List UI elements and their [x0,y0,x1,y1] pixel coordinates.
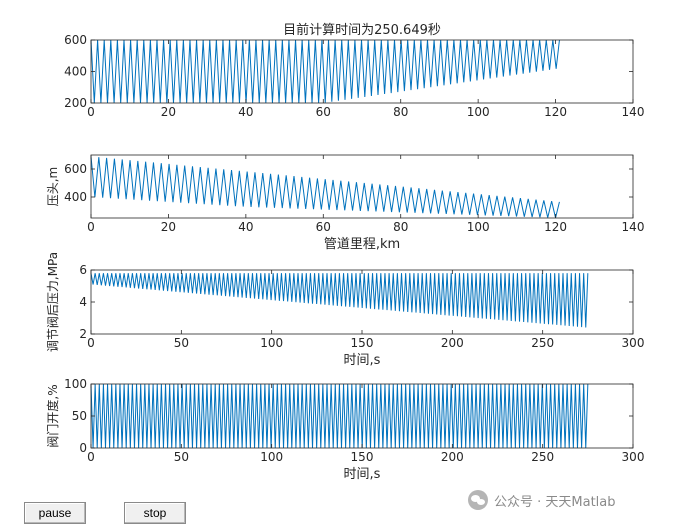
y-tick-label: 4 [79,295,87,309]
x-tick-label: 40 [238,220,253,234]
x-tick-label: 140 [622,105,645,119]
watermark: 公众号 · 天天Matlab [468,487,616,513]
x-axis-label: 时间,s [344,467,381,482]
y-tick-label: 6 [79,263,87,277]
x-tick-label: 100 [467,220,490,234]
plot-area [91,155,633,218]
y-tick-label: 50 [72,409,87,423]
x-tick-label: 250 [531,336,554,350]
x-tick-label: 60 [316,220,331,234]
x-tick-label: 120 [544,105,567,119]
x-tick-label: 140 [622,220,645,234]
y-tick-label: 2 [79,327,87,341]
stop-button[interactable]: stop [124,502,186,524]
series-line-1 [90,156,560,218]
x-tick-label: 120 [544,220,567,234]
x-tick-label: 100 [467,105,490,119]
x-axis-label: 管道里程,km [324,237,400,252]
y-tick-label: 200 [64,96,87,110]
x-tick-label: 150 [351,336,374,350]
x-tick-label: 250 [531,450,554,464]
y-axis-label: 调节阀后压力,MPa [46,252,60,352]
x-tick-label: 200 [441,336,464,350]
y-tick-label: 0 [79,441,87,455]
y-tick-label: 600 [64,162,87,176]
series-line-1 [90,273,589,328]
x-tick-label: 50 [174,336,189,350]
x-tick-label: 200 [441,450,464,464]
x-tick-label: 40 [238,105,253,119]
y-axis-label: 压头,m [46,167,60,207]
x-tick-label: 60 [316,105,331,119]
axes-2: 0 20 40 60 80 100 120 140 400 600 管道里程,km 压头,m [46,154,645,252]
x-tick-label: 0 [87,105,95,119]
x-tick-label: 20 [161,220,176,234]
chart-title: 目前计算时间为250.649秒 [283,22,441,38]
x-tick-label: 300 [622,336,645,350]
x-tick-label: 0 [87,220,95,234]
x-tick-label: 80 [393,220,408,234]
axes-box [90,154,634,219]
x-tick-label: 0 [87,336,95,350]
y-tick-label: 400 [64,65,87,79]
wechat-icon [468,490,488,510]
axes-3: 0 50 100 150 200 250 300 2 4 6 时间,s 调节阀后压力,MPa [46,252,644,368]
axes-4: 0 50 100 150 200 250 300 0 50 100 时间,s 阀门开度,% [45,377,644,482]
x-tick-label: 150 [351,450,374,464]
y-axis-label: 阀门开度,% [45,384,60,447]
x-tick-label: 0 [87,450,95,464]
x-tick-label: 20 [161,105,176,119]
x-tick-label: 80 [393,105,408,119]
pause-button[interactable]: pause [24,502,86,524]
axes-1: 0 20 40 60 80 100 120 140 200 400 600 目前计算时间为250.64… [64,22,644,119]
y-tick-label: 600 [64,33,87,47]
x-tick-label: 100 [260,336,283,350]
x-tick-label: 300 [622,450,645,464]
y-tick-label: 400 [64,190,87,204]
x-tick-label: 50 [174,450,189,464]
x-axis-label: 时间,s [344,353,381,368]
x-tick-label: 100 [260,450,283,464]
watermark-text: 公众号 · 天天Matlab [494,494,616,510]
y-tick-label: 100 [64,377,87,391]
